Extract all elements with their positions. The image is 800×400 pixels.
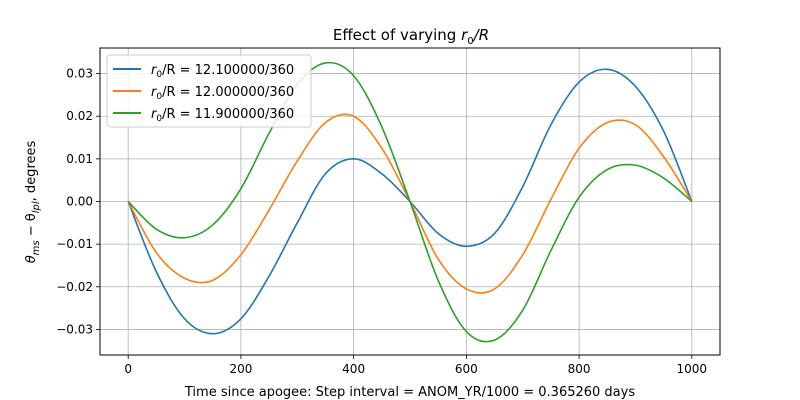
y-axis-label: θms − θlpl, degrees [24, 141, 42, 264]
x-tick-label: 1000 [677, 362, 708, 376]
x-axis-ticks: 0 200 400 600 800 1000 [124, 355, 707, 376]
legend-label: r0/R = 12.000000/360 [151, 85, 294, 102]
y-tick-label: 0.00 [66, 195, 93, 209]
legend-label: r0/R = 12.100000/360 [151, 63, 294, 80]
x-tick-label: 600 [455, 362, 478, 376]
x-tick-label: 800 [568, 362, 591, 376]
y-tick-label: 0.03 [66, 67, 93, 81]
legend-box [106, 54, 312, 128]
y-tick-label: −0.03 [56, 322, 93, 336]
series-line-2 [127, 61, 693, 343]
x-tick-label: 0 [124, 362, 132, 376]
y-tick-label: −0.01 [56, 237, 93, 251]
x-tick-label: 200 [229, 362, 252, 376]
y-tick-label: 0.02 [66, 109, 93, 123]
legend: r0/R = 12.100000/360 r0/R = 12.000000/36… [106, 54, 312, 128]
y-axis-ticks: −0.03 −0.02 −0.01 0.00 0.01 0.02 0.03 [56, 67, 100, 336]
series-lines [127, 61, 693, 343]
x-axis-label: Time since apogee: Step interval = ANOM_… [184, 385, 635, 400]
x-tick-label: 400 [342, 362, 365, 376]
legend-label: r0/R = 11.900000/360 [151, 107, 294, 124]
chart-title: Effect of varying r0/R [333, 26, 489, 47]
y-tick-label: −0.02 [56, 280, 93, 294]
y-tick-label: 0.01 [66, 152, 93, 166]
